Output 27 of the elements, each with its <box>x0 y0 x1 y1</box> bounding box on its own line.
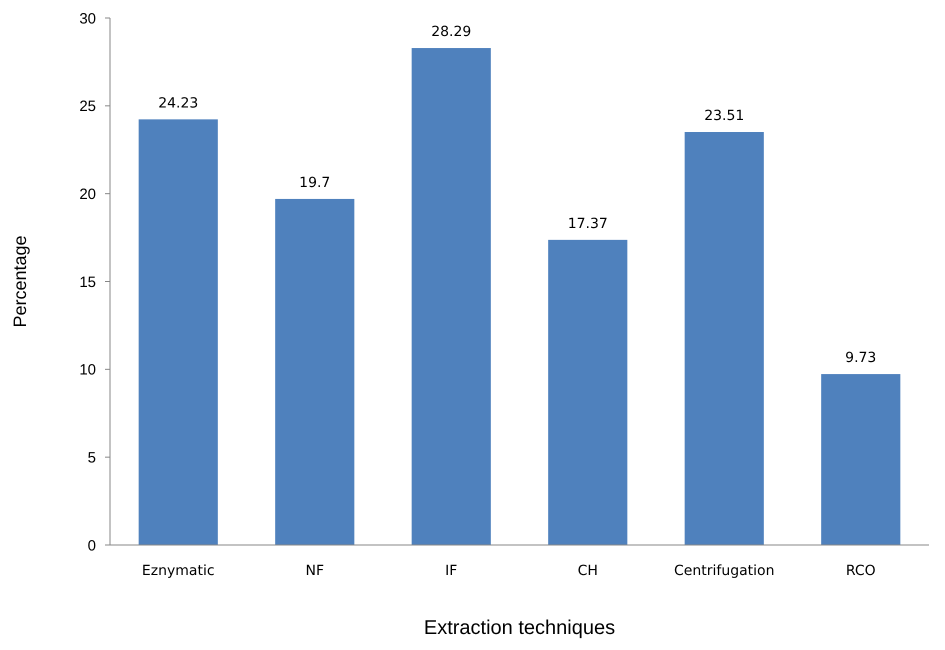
bar <box>138 119 218 545</box>
data-label: 19.7 <box>299 174 330 191</box>
bar <box>684 132 764 545</box>
y-tick-label: 20 <box>79 186 96 203</box>
x-tick-label: Centrifugation <box>674 563 774 579</box>
y-tick-label: 30 <box>79 10 96 28</box>
y-axis-title: Percentage <box>10 235 30 328</box>
data-label: 24.23 <box>158 95 198 112</box>
bar <box>548 240 628 545</box>
y-tick-label: 0 <box>88 537 96 554</box>
y-tick-label: 15 <box>79 274 96 291</box>
data-label: 9.73 <box>845 350 876 366</box>
data-label: 23.51 <box>704 108 744 124</box>
x-tick-label: CH <box>578 563 598 579</box>
x-axis-title: Extraction techniques <box>424 617 616 639</box>
bar <box>275 198 354 545</box>
x-tick-label: IF <box>445 563 458 579</box>
y-tick-label: 25 <box>79 98 96 116</box>
data-label: 17.37 <box>568 216 608 232</box>
data-label: 28.29 <box>431 24 472 40</box>
x-tick-label: NF <box>305 563 324 579</box>
bar <box>821 374 900 545</box>
y-tick-label: 10 <box>79 362 96 379</box>
x-tick-label: RCO <box>846 563 876 579</box>
x-tick-label: Eznymatic <box>142 563 215 579</box>
y-tick-label: 5 <box>88 449 96 466</box>
bar <box>412 48 491 545</box>
